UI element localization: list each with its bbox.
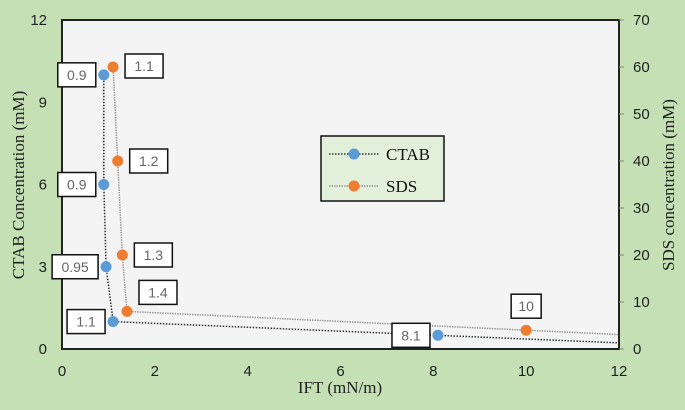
ctab-data-label: 1.1 [66,308,106,335]
svg-text:1.2: 1.2 [139,153,159,169]
legend-ctab-label: CTAB [386,145,430,164]
x-axis-title: IFT (mN/m) [298,378,382,397]
x-tick-label: 6 [336,363,344,380]
ctab-line [103,74,620,344]
ctab-data-label: 8.1 [391,322,431,349]
y-tick-label: 0 [39,341,47,358]
y-axis-title: CTAB Concentration (mM) [9,91,28,279]
y-tick-label: 12 [30,12,47,29]
svg-text:1.3: 1.3 [144,247,164,263]
x-tick-label: 0 [58,363,66,380]
svg-text:1.4: 1.4 [148,284,168,300]
series-points [98,61,532,341]
sds-point [520,324,532,336]
y2-axis-title: SDS concentration (mM) [659,99,678,271]
legend-sds-label: SDS [386,177,417,196]
x-tick-label: 12 [611,363,628,380]
y2-tick-label: 40 [633,153,650,170]
ctab-point [100,261,112,273]
y-tick-label: 9 [39,94,47,111]
y2-tick-label: 20 [633,247,650,264]
x-tick-label: 8 [429,363,437,380]
sds-line [112,66,620,336]
sds-data-label: 1.2 [128,148,169,174]
ctab-data-label: 0.9 [57,62,97,88]
ctab-data-label: 0.95 [51,254,99,280]
sds-data-label: 1.1 [124,53,164,79]
y-tick-label: 6 [39,177,47,194]
y2-tick-label: 50 [633,106,650,123]
data-labels: 0.9 0.9 0.95 1.1 8.1 1.1 1.2 1.3 1.4 10 [51,53,542,349]
sds-point [112,155,124,167]
ctab-point [432,329,444,341]
svg-text:10: 10 [518,298,534,314]
ctab-point [98,179,110,190]
y2-tick-label: 60 [633,59,650,76]
ctab-data-label: 0.9 [57,171,97,198]
svg-text:1.1: 1.1 [76,314,96,330]
legend-ctab-marker [348,148,360,160]
sds-point [121,305,133,317]
legend-sds-marker [348,180,360,192]
svg-text:0.9: 0.9 [67,67,87,83]
axis-ticks: 0 2 4 6 8 10 12 0 3 6 9 12 0 10 20 30 40 50 60 70 [30,12,649,380]
y2-tick-label: 70 [633,12,650,29]
legend: CTAB SDS [320,135,445,202]
x-tick-label: 10 [518,363,535,380]
sds-data-label: 1.4 [138,279,178,306]
series-lines [103,66,620,344]
ctab-point [107,316,119,328]
svg-text:8.1: 8.1 [401,327,421,343]
ctab-point [98,69,110,81]
y2-tick-label: 30 [633,200,650,217]
svg-text:0.9: 0.9 [67,177,87,193]
y2-tick-label: 10 [633,294,650,311]
sds-data-label: 10 [510,293,542,319]
sds-point [116,249,128,261]
x-tick-label: 2 [151,363,159,380]
svg-text:1.1: 1.1 [134,58,154,74]
svg-text:0.95: 0.95 [61,259,88,275]
sds-point [107,61,119,73]
sds-data-label: 1.3 [133,242,174,268]
y-tick-label: 3 [39,259,47,276]
y2-tick-label: 0 [633,341,641,358]
x-tick-label: 4 [243,363,251,380]
